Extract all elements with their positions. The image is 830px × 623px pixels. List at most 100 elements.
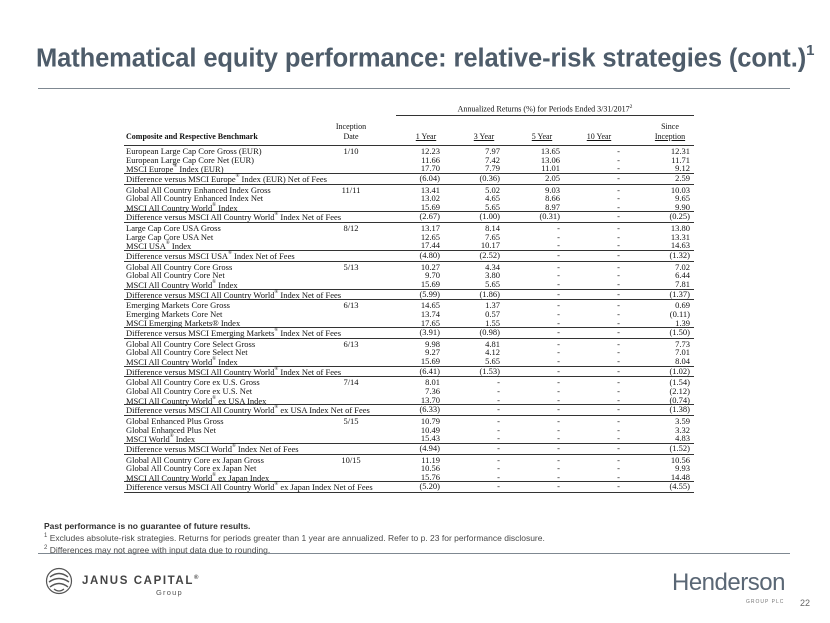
three-year-value: 7.79 [485,163,500,174]
five-year-value: 8.66 [545,193,560,204]
ten-year-value: - [617,300,620,311]
ten-year-value: - [617,223,620,234]
one-year-value: 17.70 [420,163,440,174]
five-year-value: - [557,327,560,338]
table-row: Difference versus MSCI Emerging Markets®… [124,327,694,337]
since-inception-value: 9.12 [675,163,690,174]
table-row: Global All Country Core Net 9.70 3.80 - - 6.4… [124,271,694,280]
five-year-value: (0.31) [539,211,560,222]
since-inception-value: (1.54) [669,377,690,388]
inception-date: 6/13 [343,300,359,311]
since-inception-value: 2.59 [675,172,690,183]
row-label: Difference versus MSCI World® Index Net … [126,443,299,454]
five-year-value: - [557,394,560,405]
five-year-value: 13.06 [540,154,560,165]
table-row: Difference versus MSCI All Country World… [124,211,694,222]
three-year-value: 1.37 [485,300,500,311]
footnote-2: 2 Differences may not agree with input d… [44,545,271,556]
annualized-returns-header: Annualized Returns (%) for Periods Ended… [396,104,694,116]
since-inception-value: 7.73 [675,338,690,349]
three-year-value: - [497,394,500,405]
three-year-value: - [497,386,500,397]
three-year-value: (0.98) [479,327,500,338]
five-year-value: - [557,404,560,415]
three-year-value: (2.52) [479,250,500,261]
ten-year-value: - [617,415,620,426]
three-year-value: 7.42 [485,154,500,165]
row-label: MSCI Emerging Markets® Index [126,317,241,328]
three-year-value: 4.12 [485,347,500,358]
row-label: Global All Country Core Net [126,270,225,281]
ten-year-value: - [617,184,620,195]
three-year-value: 4.81 [485,338,500,349]
three-year-value: 5.02 [485,184,500,195]
table-row: MSCI Emerging Markets® Index 17.65 1.55 - - 1… [124,317,694,328]
since-inception-value: 9.93 [675,463,690,474]
row-label: Global All Country Core Select Gross [126,338,256,349]
one-year-value: 15.43 [420,433,440,444]
inception-date: 7/14 [343,377,359,388]
since-inception-value: 7.01 [675,347,690,358]
five-year-value: - [557,288,560,299]
ten-year-value: - [617,154,620,165]
five-year-value: - [557,481,560,492]
one-year-value: (6.41) [419,365,440,376]
past-performance-note: Past performance is no guarantee of futu… [44,521,251,531]
row-label: Difference versus MSCI Emerging Markets®… [126,328,342,338]
three-year-value: 5.65 [485,356,500,367]
ten-year-value: - [617,356,620,367]
composite-column-header: Composite and Respective Benchmark [126,132,258,141]
table-row: Difference versus MSCI All Country World… [124,365,694,376]
table-row: Global All Country Enhanced Index Gross 1… [124,184,694,195]
five-year-value: - [557,454,560,465]
one-year-value: 15.69 [420,356,440,367]
footer-divider [38,553,790,554]
five-year-value: - [557,231,560,242]
one-year-value: 17.65 [420,317,440,328]
footnotes: Past performance is no guarantee of futu… [44,521,545,556]
table-row: Global Enhanced Plus Net 10.49 - - - 3.32 [124,424,694,435]
one-year-value: 9.98 [425,338,440,349]
since-inception-value: 4.83 [675,433,690,444]
row-label: Global All Country Core Select Net [126,347,248,358]
since-inception-value: 14.63 [670,240,690,251]
row-label: MSCI All Country World® Index [126,356,238,367]
one-year-value: 15.69 [420,201,440,212]
table-group: Global All Country Core ex Japan Gross 10… [124,455,694,494]
three-year-value: - [497,481,500,492]
ten-year-value: - [617,365,620,376]
ten-year-value: - [617,146,620,156]
table-row: Large Cap Core USA Gross 8/12 13.17 8.14 - - 1… [124,224,694,233]
one-year-value: 14.65 [420,300,440,311]
table-row: MSCI All Country World® ex Japan Index 15… [124,473,694,482]
since-inception-value: 3.59 [675,415,690,426]
one-year-value: 10.79 [420,415,440,426]
since-inception-value: 9.65 [675,193,690,204]
row-label: Global All Country Core ex Japan Net [126,463,257,474]
one-year-value: (4.94) [419,442,440,453]
ten-year-value: - [617,231,620,242]
five-year-value: - [557,223,560,234]
since-inception-value: 7.81 [675,278,690,289]
table-row: MSCI World® Index 15.43 - - - 4.83 [124,434,694,443]
since-inception-value: 0.69 [675,300,690,311]
ten-year-value: - [617,308,620,319]
row-label: Large Cap Core USA Gross [126,223,221,234]
three-year-value: (1.00) [479,211,500,222]
ten-year-value: - [617,211,620,222]
ten-year-value: - [617,424,620,435]
page-number: 22 [800,598,811,608]
three-year-value: 1.55 [485,317,500,328]
table-group: Emerging Markets Core Gross 6/13 14.65 1.37… [124,300,694,339]
five-year-value: - [557,365,560,376]
three-year-value: 5.65 [485,278,500,289]
three-year-value: 10.17 [480,240,500,251]
table-row: Difference versus MSCI USA® Index Net of… [124,250,694,260]
inception-date: 10/15 [341,454,361,465]
five-year-value: - [557,240,560,251]
one-year-value: 12.23 [420,146,440,156]
five-year-value: - [557,317,560,328]
table-group: Global All Country Enhanced Index Gross 1… [124,185,694,224]
table-row: European Large Cap Core Gross (EUR) 1/10 1… [124,147,694,156]
one-year-column-header: 1 Year [415,132,437,141]
